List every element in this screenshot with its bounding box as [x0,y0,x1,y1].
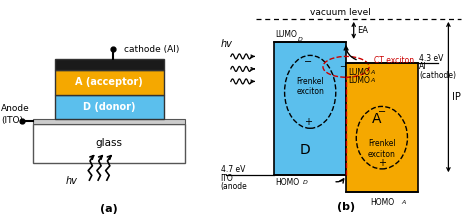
Text: D: D [300,143,310,157]
Text: −: − [339,62,346,71]
Text: −: − [378,107,386,117]
Text: cathode (Al): cathode (Al) [124,45,180,54]
Text: Anode: Anode [1,104,30,113]
Text: (anode: (anode [220,182,247,191]
Text: (ITO): (ITO) [1,116,23,125]
Text: glass: glass [96,138,122,148]
Text: +: + [304,117,311,127]
Text: D (donor): D (donor) [83,102,135,112]
Text: A: A [370,70,374,75]
Text: HOMO: HOMO [276,178,300,187]
Text: hv: hv [66,176,78,186]
Bar [346,63,418,192]
Text: A: A [372,112,382,126]
Text: A: A [401,200,405,205]
Text: LUMO: LUMO [348,76,371,85]
Text: LUMO: LUMO [348,68,371,77]
Text: Frenkel: Frenkel [368,139,396,148]
Text: A (acceptor): A (acceptor) [75,77,143,87]
Text: EA: EA [357,26,369,35]
Text: D: D [302,180,307,185]
Text: IP: IP [452,92,461,102]
Text: (b): (b) [337,202,355,212]
Text: +: + [378,158,386,168]
Text: LUMO: LUMO [276,30,298,39]
Bar [55,95,164,119]
Text: exciton: exciton [368,150,396,159]
Text: (a): (a) [100,204,118,214]
Text: 4.3 eV: 4.3 eV [419,54,443,63]
Bar [55,70,164,95]
Text: A: A [370,78,374,83]
Text: Al: Al [419,62,427,71]
Bar [33,119,185,124]
Bar [274,42,346,175]
Text: HOMO: HOMO [370,198,394,207]
Text: vacuum level: vacuum level [310,8,371,17]
Text: 4.7 eV: 4.7 eV [220,165,245,174]
Text: CT exciton: CT exciton [374,56,414,65]
Bar [33,124,185,163]
Text: (cathode): (cathode) [419,71,456,80]
Text: ITO: ITO [220,174,233,183]
Text: D: D [297,37,302,42]
Bar [55,59,164,70]
Text: Frenkel: Frenkel [296,77,324,86]
Text: −: − [303,57,312,67]
Text: hv: hv [221,39,233,49]
Text: exciton: exciton [296,87,324,96]
